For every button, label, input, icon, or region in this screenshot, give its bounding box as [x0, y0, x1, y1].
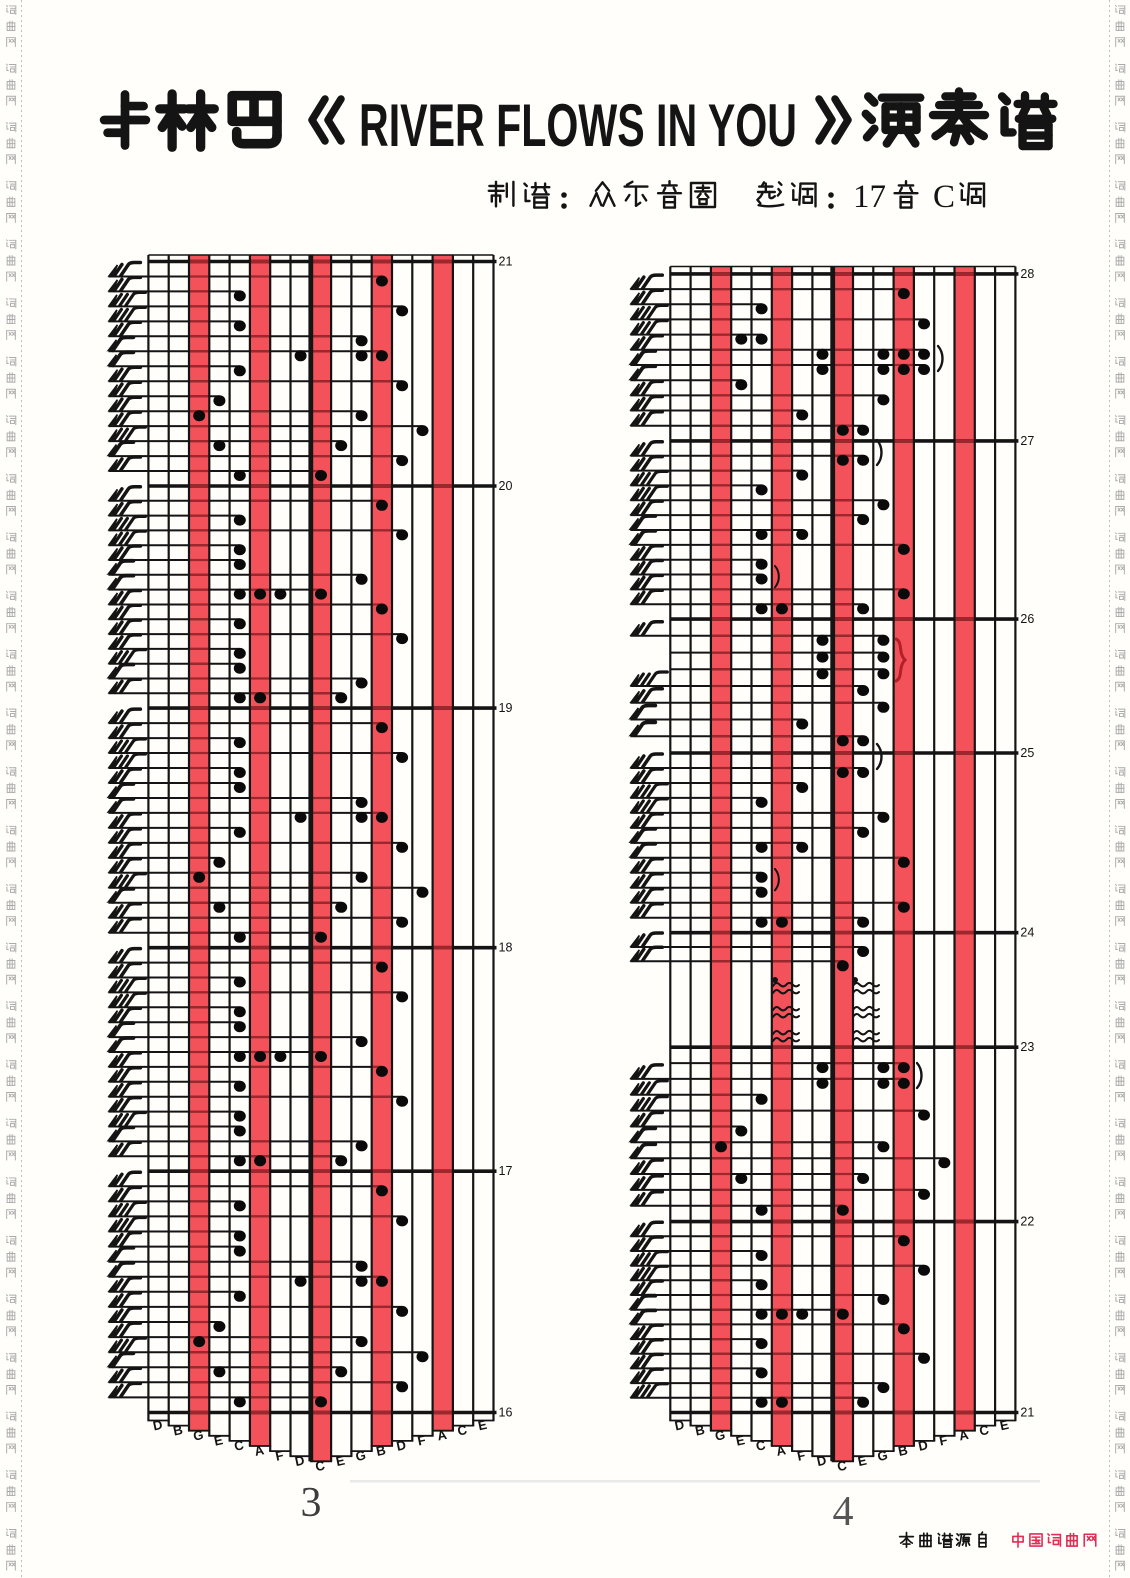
svg-text:24: 24 [1020, 926, 1034, 940]
svg-text:B: B [694, 1422, 706, 1439]
svg-text:23: 23 [1020, 1040, 1034, 1054]
svg-text:C: C [978, 1422, 991, 1439]
svg-text:21: 21 [499, 255, 513, 269]
svg-text:A: A [775, 1442, 788, 1459]
svg-text:G: G [354, 1447, 367, 1464]
svg-text:B: B [375, 1442, 387, 1459]
svg-text:21: 21 [1020, 1406, 1034, 1420]
svg-text:28: 28 [1020, 267, 1034, 281]
svg-text:E: E [735, 1432, 747, 1449]
svg-text:25: 25 [1020, 746, 1034, 760]
svg-text:E: E [334, 1452, 346, 1469]
svg-text:C: C [755, 1437, 768, 1454]
svg-text:B: B [172, 1422, 184, 1439]
svg-text:F: F [416, 1432, 427, 1448]
svg-text:G: G [714, 1427, 727, 1444]
svg-text:D: D [673, 1417, 685, 1434]
svg-text:C: C [233, 1437, 246, 1454]
svg-text:19: 19 [499, 701, 513, 715]
svg-text:E: E [856, 1452, 868, 1469]
svg-text:D: D [917, 1437, 929, 1454]
svg-text:27: 27 [1020, 434, 1034, 448]
svg-text:G: G [876, 1447, 889, 1464]
svg-text:A: A [958, 1427, 971, 1444]
svg-text:C: C [836, 1457, 849, 1474]
svg-text:D: D [294, 1452, 306, 1469]
svg-text:D: D [395, 1437, 407, 1454]
svg-text:F: F [796, 1448, 807, 1464]
svg-text:A: A [436, 1427, 449, 1444]
svg-text:3: 3 [301, 1480, 322, 1526]
svg-text:A: A [253, 1442, 266, 1459]
svg-text:16: 16 [499, 1406, 513, 1420]
svg-text:18: 18 [499, 941, 513, 955]
svg-text:E: E [477, 1417, 489, 1434]
svg-text:RIVER FLOWS IN YOU: RIVER FLOWS IN YOU [359, 92, 797, 159]
svg-text:D: D [815, 1452, 827, 1469]
svg-text:F: F [938, 1432, 949, 1448]
svg-text:20: 20 [499, 479, 513, 493]
svg-text:F: F [274, 1448, 285, 1464]
svg-text:17: 17 [499, 1164, 513, 1178]
svg-text:D: D [152, 1417, 164, 1434]
svg-text:22: 22 [1020, 1215, 1034, 1229]
svg-text:G: G [192, 1427, 205, 1444]
svg-text:E: E [213, 1432, 225, 1449]
svg-text:26: 26 [1020, 612, 1034, 626]
svg-text:E: E [998, 1417, 1010, 1434]
svg-text:B: B [897, 1442, 909, 1459]
svg-text:4: 4 [833, 1489, 854, 1535]
svg-text:17: 17 [853, 179, 886, 215]
svg-text:C: C [933, 179, 955, 215]
svg-text:C: C [456, 1422, 469, 1439]
svg-text:C: C [314, 1457, 327, 1474]
